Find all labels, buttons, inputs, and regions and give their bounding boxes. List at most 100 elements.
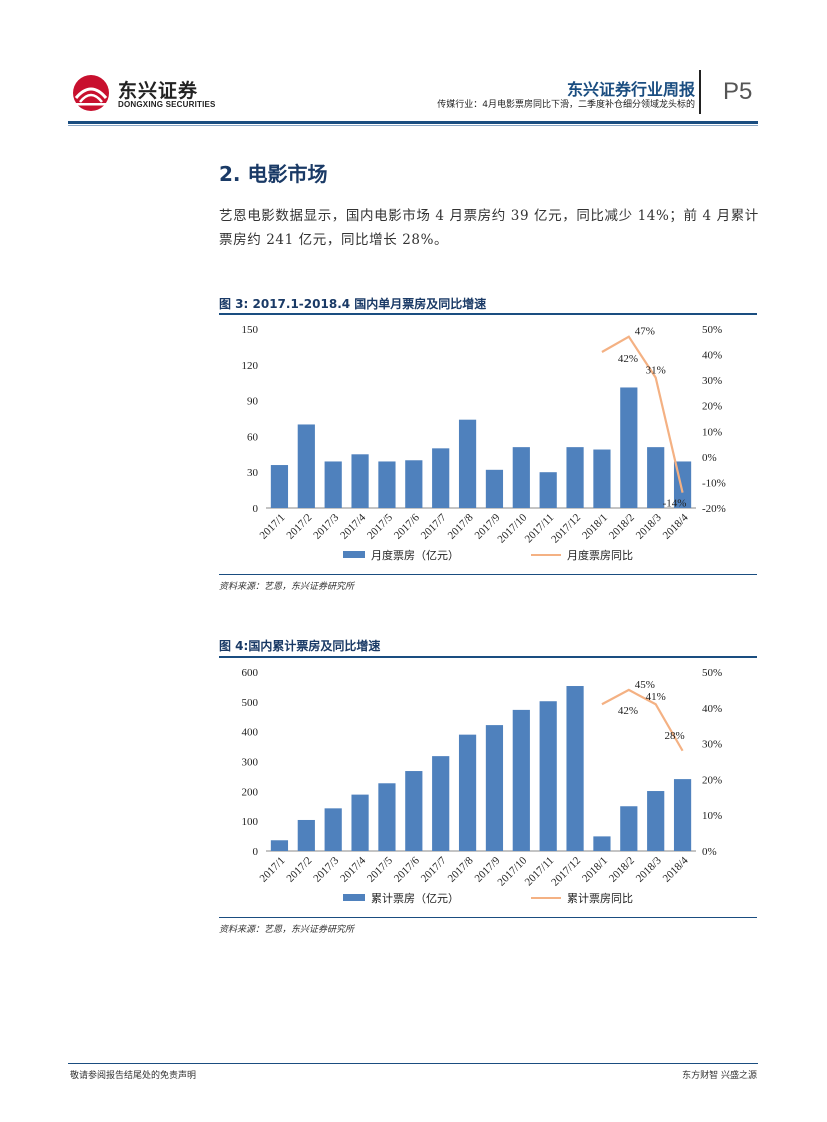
- y2-tick-label: 20%: [702, 774, 722, 786]
- legend-line-label: 月度票房同比: [567, 548, 633, 562]
- bar: [620, 806, 638, 851]
- y2-tick-label: 40%: [702, 350, 722, 362]
- x-tick-label: 2018/2: [607, 855, 637, 885]
- y2-tick-label: 30%: [702, 739, 722, 751]
- header-rule-thin: [68, 125, 758, 126]
- bar: [405, 460, 423, 508]
- bar: [324, 808, 342, 851]
- footer-disclaimer: 敬请参阅报告结尾处的免责声明: [70, 1071, 197, 1081]
- section-title: 2. 电影市场: [219, 162, 328, 186]
- y-tick-label: 600: [242, 667, 259, 679]
- bar: [378, 783, 396, 851]
- bar: [297, 424, 315, 508]
- page-number: P5: [723, 78, 753, 105]
- line-series-yoy: [601, 688, 684, 752]
- x-tick-label: 2017/8: [446, 854, 476, 884]
- header-divider: [699, 70, 701, 114]
- data-label: 41%: [646, 691, 666, 703]
- y-tick-label: 300: [242, 757, 259, 769]
- bar: [378, 461, 396, 508]
- chart-monthly-box-office: 0 30 60 90 120 150 -20% -10% 0% 10% 20% 30% 40% 50% 20…: [242, 324, 726, 562]
- x-tick-label: 2017/6: [392, 854, 422, 884]
- bar: [647, 447, 665, 508]
- footer-rule: [68, 1063, 758, 1064]
- x-tick-label: 2018/4: [661, 511, 691, 541]
- y2-tick-label: 40%: [702, 703, 722, 715]
- data-label: 42%: [618, 705, 638, 717]
- y-tick-label: 150: [242, 324, 259, 336]
- figure4-bottom-rule: [219, 917, 757, 918]
- x-tick-label: 2018/4: [661, 854, 691, 884]
- data-label: 47%: [635, 326, 655, 338]
- x-tick-label: 2017/12: [549, 855, 583, 889]
- bar: [270, 465, 289, 508]
- bar: [432, 756, 450, 851]
- x-tick-label: 2017/4: [338, 511, 368, 541]
- legend-line-label: 累计票房同比: [567, 892, 633, 905]
- figure3-top-rule: [219, 313, 757, 315]
- y2-tick-label: -20%: [702, 503, 726, 515]
- bar: [405, 771, 423, 851]
- y2-tick-label: 50%: [702, 324, 722, 336]
- x-tick-label: 2017/1: [257, 855, 287, 885]
- x-tick-label: 2018/1: [580, 512, 610, 542]
- y-tick-label: 500: [242, 697, 259, 709]
- chart-cumulative-box-office: 0 100 200 300 400 500 600 0% 10% 20% 30% 40% 50% 2017…: [242, 667, 723, 905]
- x-tick-label: 2017/6: [392, 511, 422, 541]
- x-tick-label: 2017/7: [419, 854, 449, 884]
- x-tick-label: 2017/3: [311, 854, 341, 884]
- report-subtitle: 传媒行业：4月电影票房同比下滑，二季度补仓细分领域龙头标的: [437, 100, 695, 110]
- bar: [512, 447, 530, 508]
- y-tick-label: 200: [242, 786, 259, 798]
- bar: [620, 387, 638, 508]
- x-tick-label: 2017/7: [419, 511, 449, 541]
- x-tick-label: 2017/5: [365, 854, 395, 884]
- y-tick-label: 120: [242, 360, 259, 372]
- figure3-title: 图 3: 2017.1-2018.4 国内单月票房及同比增速: [219, 297, 487, 311]
- figure3-source: 资料来源：艺恩，东兴证券研究所: [219, 582, 355, 592]
- data-label: -14%: [663, 498, 687, 510]
- section-body: 艺恩电影数据显示，国内电影市场 4 月票房约 39 亿元，同比减少 14%；前 …: [219, 208, 759, 248]
- legend-bar-swatch: [343, 894, 365, 901]
- footer-slogan: 东方财智 兴盛之源: [682, 1071, 757, 1081]
- y-tick-label: 30: [247, 467, 259, 479]
- y2-tick-label: 0%: [702, 452, 717, 464]
- header-rule: [68, 121, 758, 124]
- bar: [297, 819, 315, 851]
- bar: [593, 449, 611, 508]
- x-tick-label: 2017/1: [257, 512, 287, 542]
- bar: [566, 686, 584, 851]
- x-tick-label: 2017/4: [338, 854, 368, 884]
- x-tick-label: 2018/1: [580, 855, 610, 885]
- y2-tick-label: 30%: [702, 375, 722, 387]
- x-tick-label: 2017/2: [284, 855, 314, 885]
- bar: [566, 447, 584, 508]
- y-tick-label: 100: [242, 816, 259, 828]
- bar: [432, 448, 450, 508]
- x-tick-label: 2018/3: [634, 511, 664, 541]
- x-tick-label: 2017/5: [365, 511, 395, 541]
- report-title: 东兴证券行业周报: [566, 80, 695, 99]
- brand-name-cn: 东兴证券: [118, 80, 199, 102]
- legend-bar-label: 累计票房（亿元）: [371, 892, 459, 905]
- x-tick-label: 2018/3: [634, 854, 664, 884]
- data-label: 31%: [646, 365, 666, 377]
- bar: [485, 725, 504, 851]
- bar: [324, 461, 342, 508]
- data-label: 45%: [635, 679, 655, 691]
- y2-tick-label: 10%: [702, 810, 722, 822]
- bar: [593, 836, 611, 851]
- bar: [539, 701, 557, 851]
- bar: [351, 794, 369, 851]
- y-tick-label: 60: [247, 431, 259, 443]
- data-label: 42%: [618, 353, 638, 365]
- y-tick-label: 0: [253, 846, 259, 858]
- bar: [458, 734, 477, 851]
- x-tick-label: 2017/10: [495, 511, 529, 545]
- brand-name-en: DONGXING SECURITIES: [118, 100, 216, 109]
- x-tick-label: 2017/12: [549, 512, 583, 546]
- x-tick-label: 2017/10: [495, 854, 529, 888]
- legend-bar-swatch: [343, 551, 365, 558]
- bar: [512, 709, 530, 851]
- bar: [485, 469, 504, 508]
